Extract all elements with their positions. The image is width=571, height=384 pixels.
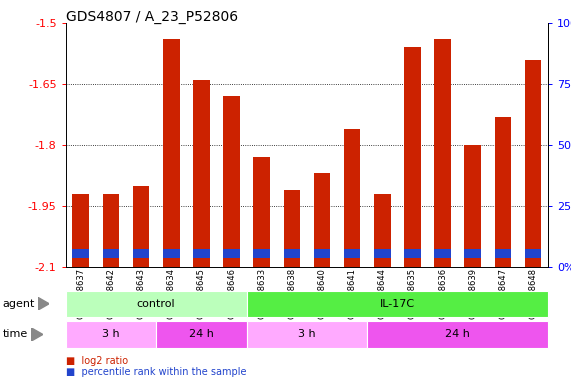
- Bar: [313, 174, 330, 267]
- Text: 24 h: 24 h: [445, 329, 470, 339]
- Text: control: control: [137, 299, 175, 309]
- Text: 24 h: 24 h: [189, 329, 214, 339]
- Bar: [193, 80, 210, 267]
- Bar: [284, 249, 300, 258]
- Bar: [494, 249, 511, 258]
- Text: GDS4807 / A_23_P52806: GDS4807 / A_23_P52806: [66, 10, 238, 23]
- Bar: [313, 249, 330, 258]
- Bar: [374, 194, 391, 267]
- Polygon shape: [31, 328, 43, 341]
- Bar: [133, 249, 150, 258]
- Bar: [435, 249, 451, 258]
- Text: 3 h: 3 h: [102, 329, 120, 339]
- Text: IL-17C: IL-17C: [380, 299, 415, 309]
- Bar: [73, 194, 89, 267]
- Bar: [73, 249, 89, 258]
- Bar: [525, 60, 541, 267]
- Text: time: time: [3, 329, 28, 339]
- Bar: [374, 249, 391, 258]
- Bar: [163, 249, 179, 258]
- Bar: [344, 129, 360, 267]
- Bar: [284, 190, 300, 267]
- Text: ■  log2 ratio: ■ log2 ratio: [66, 356, 128, 366]
- Bar: [344, 249, 360, 258]
- Bar: [464, 145, 481, 267]
- Bar: [223, 96, 240, 267]
- Bar: [254, 249, 270, 258]
- Bar: [435, 39, 451, 267]
- Bar: [404, 249, 421, 258]
- Text: ■  percentile rank within the sample: ■ percentile rank within the sample: [66, 367, 246, 377]
- Polygon shape: [38, 297, 49, 310]
- Bar: [103, 249, 119, 258]
- Bar: [254, 157, 270, 267]
- Text: 3 h: 3 h: [298, 329, 316, 339]
- Bar: [193, 249, 210, 258]
- Bar: [404, 47, 421, 267]
- Bar: [223, 249, 240, 258]
- Bar: [103, 194, 119, 267]
- Bar: [163, 39, 179, 267]
- Bar: [494, 116, 511, 267]
- Bar: [133, 185, 150, 267]
- Bar: [464, 249, 481, 258]
- Bar: [525, 249, 541, 258]
- Text: agent: agent: [3, 299, 35, 309]
